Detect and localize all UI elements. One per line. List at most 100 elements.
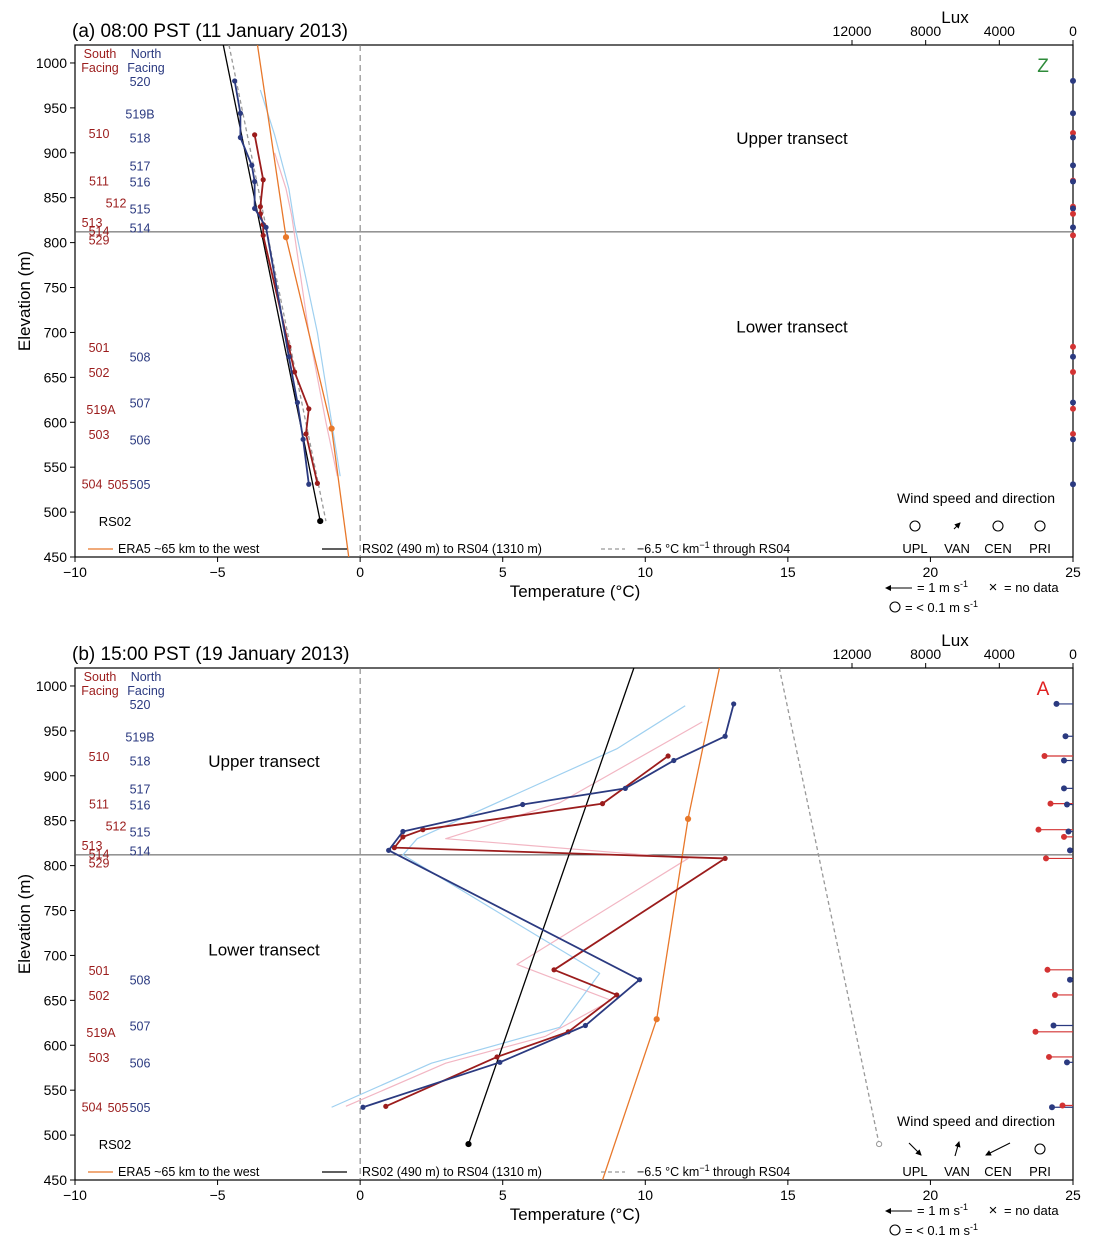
south-point: [400, 834, 406, 840]
x-tick-label: 0: [356, 564, 364, 580]
y-tick-label: 450: [44, 1172, 68, 1188]
wind-point: [1070, 436, 1076, 443]
key-arrow-sup: -1: [960, 1202, 968, 1212]
legend-lapse-label: −6.5 °C km−1 through RS04: [637, 540, 790, 556]
panel-b: (b) 15:00 PST (19 January 2013) Lux 12000 8…: [15, 631, 1081, 1238]
south-site-label: 501: [89, 341, 110, 355]
south-point: [494, 1054, 500, 1060]
lux-tick-label: 8000: [910, 23, 941, 39]
north-site-label: 514: [130, 844, 151, 858]
corner-label: A: [1037, 679, 1050, 700]
x-tick-label: 5: [499, 564, 507, 580]
north-site-label: 520: [130, 75, 151, 89]
legend-lapse-tail: through RS04: [710, 1165, 791, 1179]
north-point: [294, 399, 301, 406]
wind-point: [1065, 828, 1072, 835]
south-point: [257, 204, 263, 210]
south-site-label: 504: [82, 1100, 103, 1114]
south-site-label: 519A: [86, 403, 116, 417]
south-point: [665, 753, 671, 759]
wind-point: [1070, 343, 1076, 350]
y-tick-label: 650: [44, 992, 68, 1008]
x-tick-label: −5: [210, 1187, 226, 1203]
era5-marker: [282, 234, 290, 241]
y-axis-label: Elevation (m): [15, 251, 34, 351]
south-site-label: 503: [89, 1051, 110, 1065]
south-site-label: 503: [89, 428, 110, 442]
south-point: [291, 369, 298, 375]
y-tick-label: 800: [44, 235, 68, 251]
north-series-line: [362, 703, 735, 1109]
wind-station-label: VAN: [944, 1164, 970, 1179]
south-site-label: 502: [89, 366, 110, 380]
key-calm-sup: -1: [970, 1222, 978, 1232]
north-point: [400, 828, 406, 835]
y-tick-label: 700: [44, 947, 68, 963]
north-site-label: 505: [130, 478, 151, 492]
y-tick-label: 600: [44, 1037, 68, 1053]
north-site-label: 515: [130, 202, 151, 216]
north-point: [300, 436, 306, 442]
south-series-line: [385, 755, 727, 1108]
south-site-label: 501: [89, 964, 110, 978]
north_light-series-line: [259, 89, 341, 477]
x-tick-label: −10: [63, 564, 87, 580]
wind-point: [1052, 991, 1058, 998]
x-tick-label: 10: [637, 1187, 653, 1203]
rs-series-line: [222, 45, 321, 522]
y-tick-label: 850: [44, 813, 68, 829]
y-tick-label: 450: [44, 549, 68, 565]
north-header: Facing: [127, 61, 165, 75]
legend-rs-label: RS02 (490 m) to RS04 (1310 m): [362, 1165, 542, 1179]
wind-point: [1061, 757, 1067, 764]
north-site-label: 517: [130, 159, 151, 173]
wind-point: [1041, 753, 1048, 760]
south-site-label: 504: [82, 477, 103, 491]
key-arrow-label: = 1 m s-1: [917, 1202, 968, 1218]
south-point: [722, 855, 728, 862]
south-header: Facing: [81, 61, 119, 75]
rs02-label: RS02: [99, 514, 132, 529]
key-calm-sup: -1: [970, 599, 978, 609]
era5-series-line: [256, 45, 350, 557]
wind-point: [1053, 700, 1060, 707]
wind-point: [1070, 205, 1076, 212]
rs-marker: [317, 517, 324, 525]
upper-transect-label: Upper transect: [736, 129, 848, 148]
y-tick-label: 800: [44, 858, 68, 874]
north-header: North: [131, 47, 162, 61]
y-tick-label: 950: [44, 723, 68, 739]
wind-station-label: PRI: [1029, 541, 1051, 556]
wind-calm-symbol: [1034, 520, 1046, 532]
south-site-label: 511: [89, 798, 109, 812]
south-site-label: 512: [106, 820, 127, 834]
y-tick-label: 750: [44, 903, 68, 919]
north-point: [232, 78, 238, 84]
wind-station-label: PRI: [1029, 1164, 1051, 1179]
y-axis-label: Elevation (m): [15, 874, 34, 974]
plot-frame: [74, 44, 1074, 558]
north_light-series-line: [331, 705, 686, 1108]
south-point: [260, 232, 266, 239]
x-tick-label: 20: [923, 1187, 939, 1203]
south-site-label: 510: [89, 750, 110, 764]
legend-lapse-sup: −1: [699, 540, 709, 550]
x-tick-label: 0: [356, 1187, 364, 1203]
wind-point: [1070, 77, 1076, 84]
lapse-marker: [876, 1140, 883, 1148]
wind-arrow-symbol: [985, 1142, 1011, 1156]
north-point: [636, 977, 643, 983]
rs02-label: RS02: [99, 1137, 132, 1152]
wind-point: [1070, 210, 1076, 217]
wind-point: [1070, 110, 1076, 117]
legend-lapse-sup: −1: [699, 1163, 709, 1173]
south-site-label: 514: [89, 225, 110, 239]
x-axis-label: Temperature (°C): [510, 1205, 641, 1224]
panel-title: (b) 15:00 PST (19 January 2013): [72, 644, 349, 665]
wind-point: [1049, 1104, 1055, 1111]
x-tick-label: 15: [780, 564, 796, 580]
wind-calm-symbol: [1034, 1143, 1046, 1155]
north-point: [520, 801, 526, 808]
north-point: [622, 785, 628, 791]
north-site-label: 518: [130, 132, 151, 146]
